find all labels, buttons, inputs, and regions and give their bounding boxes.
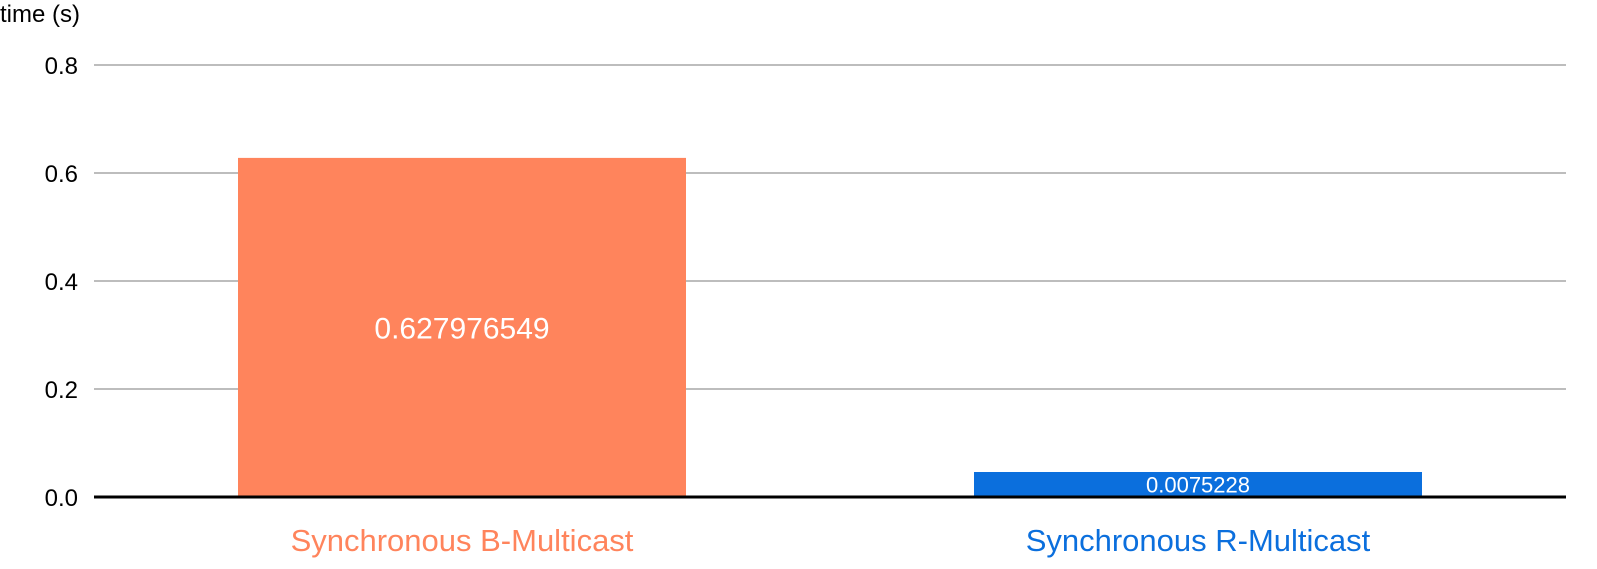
y-tick-label: 0.0 — [45, 485, 78, 512]
y-tick-label: 0.6 — [45, 161, 78, 188]
category-labels: Synchronous B-Multicast Synchronous R-Mul… — [291, 523, 1371, 558]
y-tick-labels: 0.0 0.2 0.4 0.6 0.8 — [45, 53, 78, 512]
bars: 0.627976549 0.0075228 — [238, 157, 1422, 498]
y-tick-label: 0.8 — [45, 53, 78, 80]
y-axis-title: time (s) — [0, 1, 80, 28]
bar — [974, 472, 1422, 497]
bar-data-label: 0.0075228 — [1146, 473, 1250, 498]
bar — [238, 157, 686, 497]
category-label: Synchronous B-Multicast — [291, 523, 634, 558]
bar-data-label: 0.627976549 — [374, 312, 549, 345]
category-label: Synchronous R-Multicast — [1026, 523, 1371, 558]
y-tick-label: 0.2 — [45, 377, 78, 404]
y-tick-label: 0.4 — [45, 269, 78, 296]
